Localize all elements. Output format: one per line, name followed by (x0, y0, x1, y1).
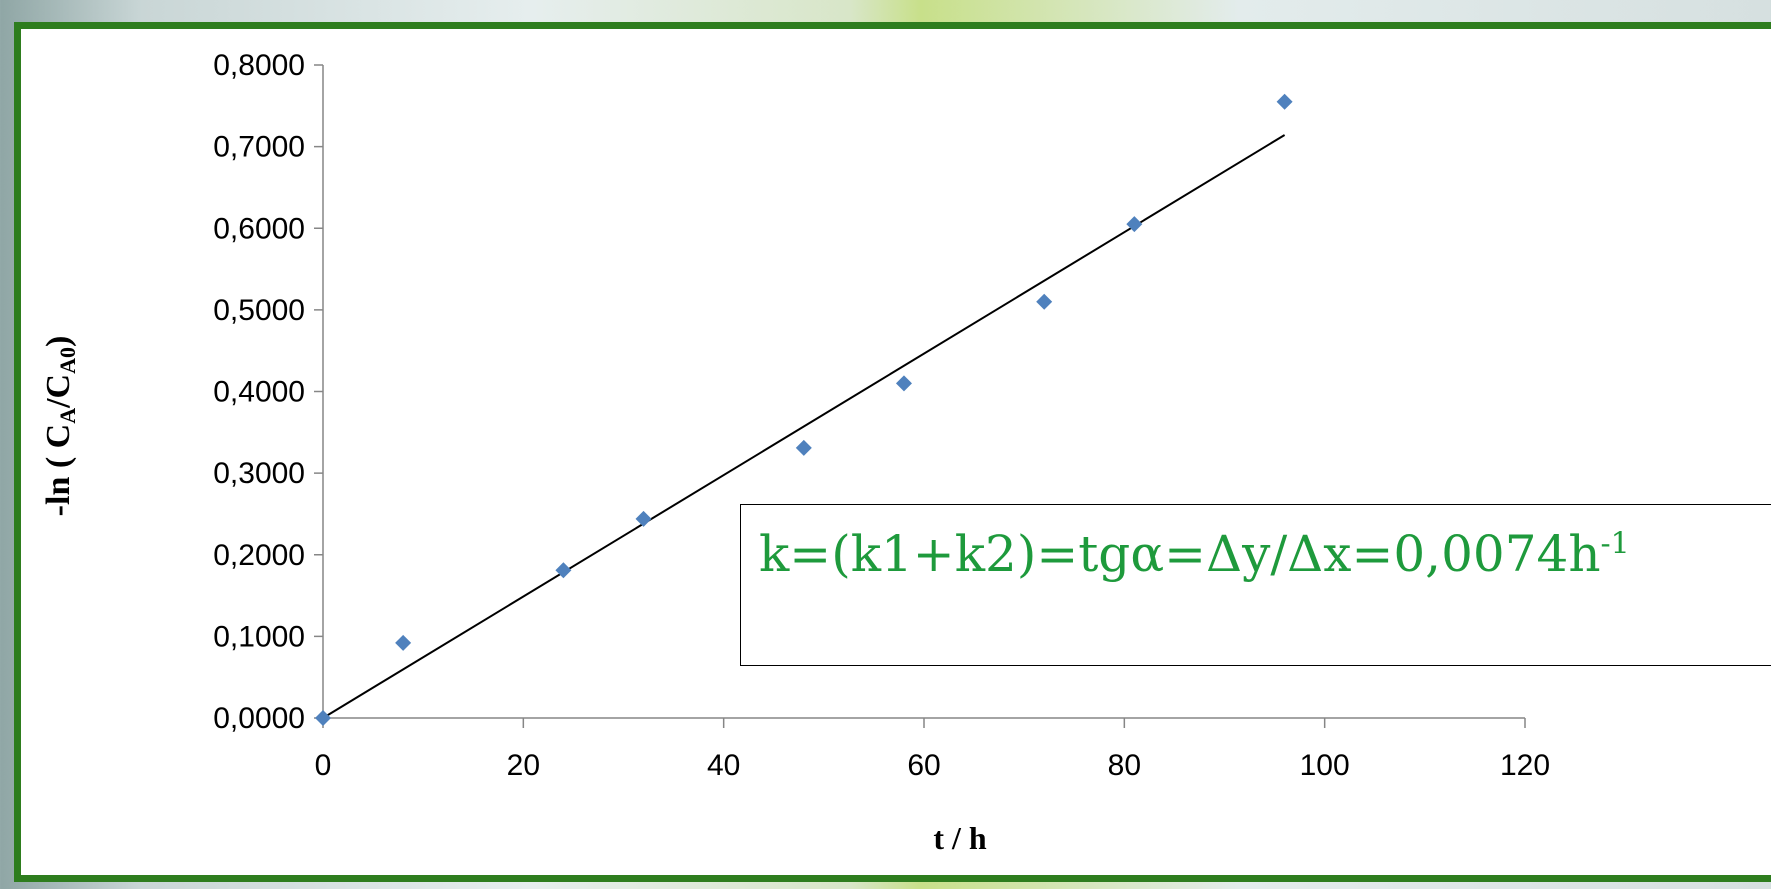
x-tick-label: 40 (707, 749, 740, 782)
x-tick-label: 20 (507, 749, 540, 782)
data-point (795, 439, 812, 456)
data-point (395, 634, 412, 651)
chart-plot: 0,0000 0,1000 0,2000 0,3000 0,4000 0,5000 0,60… (40, 49, 1550, 856)
x-tick-label: 0 (315, 749, 332, 782)
y-tick-label: 0,8000 (213, 49, 305, 82)
data-point (1276, 93, 1293, 110)
x-tick-label: 60 (907, 749, 940, 782)
y-axis-title-sub1: A (55, 408, 80, 424)
y-axis-title-suffix: ) (40, 336, 77, 347)
y-tick-label: 0,5000 (213, 294, 305, 327)
y-tick-label: 0,2000 (213, 539, 305, 572)
trendline (322, 134, 1286, 719)
y-axis: 0,0000 0,1000 0,2000 0,3000 0,4000 0,5000 0,60… (213, 49, 324, 735)
x-axis: 0 20 40 60 80 100 120 (315, 717, 1550, 782)
y-tick-label: 0,6000 (213, 212, 305, 245)
data-point (895, 375, 912, 392)
equation-text: k=(k1+k2)=tgα=Δy/Δx=0,0074h-1 (759, 525, 1630, 583)
x-tick-label: 80 (1108, 749, 1141, 782)
x-axis-title: t / h (933, 820, 987, 856)
data-point (315, 710, 331, 726)
equation-main: k=(k1+k2)=tgα=Δy/Δx=0,0074h (759, 525, 1601, 583)
trendline-group (322, 134, 1286, 719)
y-tick-label: 0,3000 (213, 457, 305, 490)
y-axis-title-prefix: -ln ( C (40, 424, 77, 517)
data-point (555, 562, 572, 579)
chart-frame: 0,0000 0,1000 0,2000 0,3000 0,4000 0,5000 0,60… (14, 22, 1771, 882)
y-tick-label: 0,4000 (213, 376, 305, 409)
y-axis-title: -ln ( CA/CA0) (40, 336, 80, 517)
y-tick-label: 0,0000 (213, 702, 305, 735)
equation-superscript: -1 (1600, 526, 1630, 562)
x-tick-label: 120 (1500, 749, 1550, 782)
data-point (1036, 293, 1053, 310)
y-tick-label: 0,7000 (213, 131, 305, 164)
data-point (635, 510, 652, 527)
y-axis-title-mid: /C (40, 374, 77, 409)
equation-box: k=(k1+k2)=tgα=Δy/Δx=0,0074h-1 (740, 504, 1771, 666)
x-tick-label: 100 (1300, 749, 1350, 782)
data-point (1126, 216, 1143, 233)
y-axis-title-sub2: A0 (55, 347, 80, 374)
y-tick-label: 0,1000 (213, 620, 305, 653)
